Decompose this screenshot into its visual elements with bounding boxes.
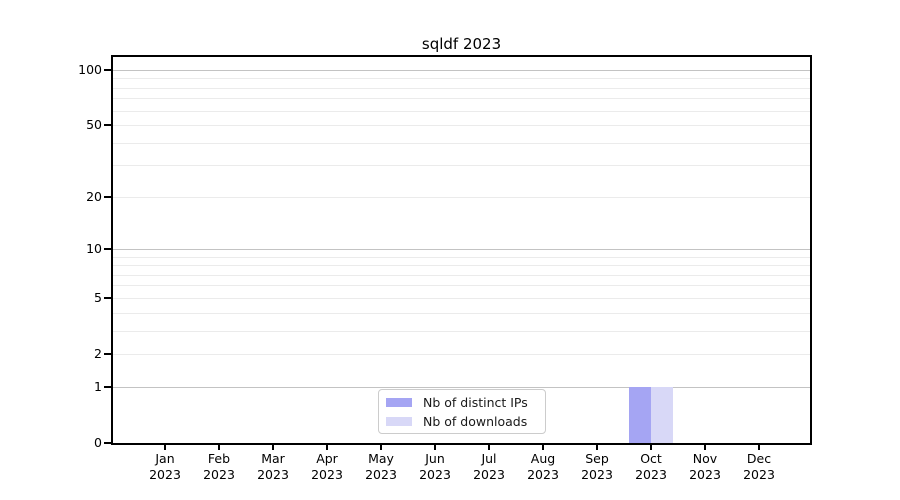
bar-Oct-series-1 bbox=[651, 387, 673, 443]
y-tick-label-2: 2 bbox=[94, 346, 102, 362]
legend-swatch-distinct-ips bbox=[386, 398, 412, 407]
y-tick-label-1: 1 bbox=[94, 379, 102, 394]
gridline-3 bbox=[113, 330, 810, 332]
chart-title: sqldf 2023 bbox=[421, 35, 502, 53]
gridline-80 bbox=[113, 87, 810, 89]
y-tick-label-0: 0 bbox=[94, 435, 102, 450]
legend: Nb of distinct IPs Nb of downloads bbox=[378, 389, 546, 434]
y-tick-label-20: 20 bbox=[86, 189, 102, 205]
x-tick-label-Mar: Mar 2023 bbox=[257, 451, 289, 482]
gridline-8 bbox=[113, 265, 810, 266]
x-tick-label-Sep: Sep 2023 bbox=[581, 451, 613, 482]
x-tick-Jan bbox=[164, 445, 166, 450]
y-tick-0 bbox=[104, 442, 111, 444]
gridline-60 bbox=[113, 110, 810, 112]
gridline-50 bbox=[113, 124, 810, 126]
x-tick-label-Jun: Jun 2023 bbox=[419, 451, 451, 482]
y-tick-label-5: 5 bbox=[94, 290, 102, 306]
y-tick-1 bbox=[104, 386, 111, 388]
legend-label-distinct-ips: Nb of distinct IPs bbox=[423, 395, 528, 410]
legend-label-downloads: Nb of downloads bbox=[423, 414, 528, 429]
x-tick-label-Aug: Aug 2023 bbox=[527, 451, 559, 482]
gridline-90 bbox=[113, 78, 810, 80]
gridline-30 bbox=[113, 165, 810, 167]
bar-Oct-series-0 bbox=[629, 387, 651, 443]
x-tick-Jun bbox=[434, 445, 436, 450]
gridline-100 bbox=[113, 69, 810, 71]
plot-area bbox=[111, 55, 812, 445]
gridline-20 bbox=[113, 196, 810, 198]
x-tick-Mar bbox=[272, 445, 274, 450]
y-tick-100 bbox=[104, 69, 111, 72]
gridline-10 bbox=[113, 248, 810, 250]
x-tick-label-Dec: Dec 2023 bbox=[743, 451, 775, 482]
x-tick-label-Nov: Nov 2023 bbox=[689, 451, 721, 482]
gridline-1 bbox=[113, 386, 810, 388]
x-tick-Dec bbox=[758, 445, 760, 450]
y-tick-label-10: 10 bbox=[86, 241, 102, 257]
gridline-40 bbox=[113, 142, 810, 144]
y-tick-2 bbox=[104, 353, 111, 356]
x-tick-label-Oct: Oct 2023 bbox=[635, 451, 667, 482]
x-tick-Feb bbox=[218, 445, 220, 450]
gridline-6 bbox=[113, 285, 810, 287]
gridline-2 bbox=[113, 353, 810, 355]
x-tick-Oct bbox=[650, 445, 652, 450]
gridline-5 bbox=[113, 297, 810, 299]
x-tick-Aug bbox=[542, 445, 544, 450]
gridline-9 bbox=[113, 256, 810, 258]
y-tick-label-100: 100 bbox=[78, 62, 102, 78]
x-tick-label-May: May 2023 bbox=[365, 451, 397, 482]
legend-item-downloads: Nb of downloads bbox=[386, 412, 545, 431]
x-tick-label-Feb: Feb 2023 bbox=[203, 451, 235, 482]
x-tick-Jul bbox=[488, 445, 490, 450]
legend-swatch-downloads bbox=[386, 417, 412, 426]
x-tick-Apr bbox=[326, 445, 328, 450]
gridline-4 bbox=[113, 312, 810, 314]
y-tick-10 bbox=[104, 248, 111, 251]
x-tick-label-Apr: Apr 2023 bbox=[311, 451, 343, 482]
x-tick-May bbox=[380, 445, 382, 450]
y-tick-5 bbox=[104, 297, 111, 300]
x-tick-label-Jan: Jan 2023 bbox=[149, 451, 181, 482]
y-tick-20 bbox=[104, 196, 111, 199]
gridline-7 bbox=[113, 274, 810, 276]
x-tick-Nov bbox=[704, 445, 706, 450]
gridline-70 bbox=[113, 98, 810, 100]
y-tick-label-50: 50 bbox=[86, 117, 102, 133]
legend-item-distinct-ips: Nb of distinct IPs bbox=[386, 393, 545, 412]
x-tick-label-Jul: Jul 2023 bbox=[473, 451, 505, 482]
x-tick-Sep bbox=[596, 445, 598, 450]
y-tick-50 bbox=[104, 124, 111, 127]
